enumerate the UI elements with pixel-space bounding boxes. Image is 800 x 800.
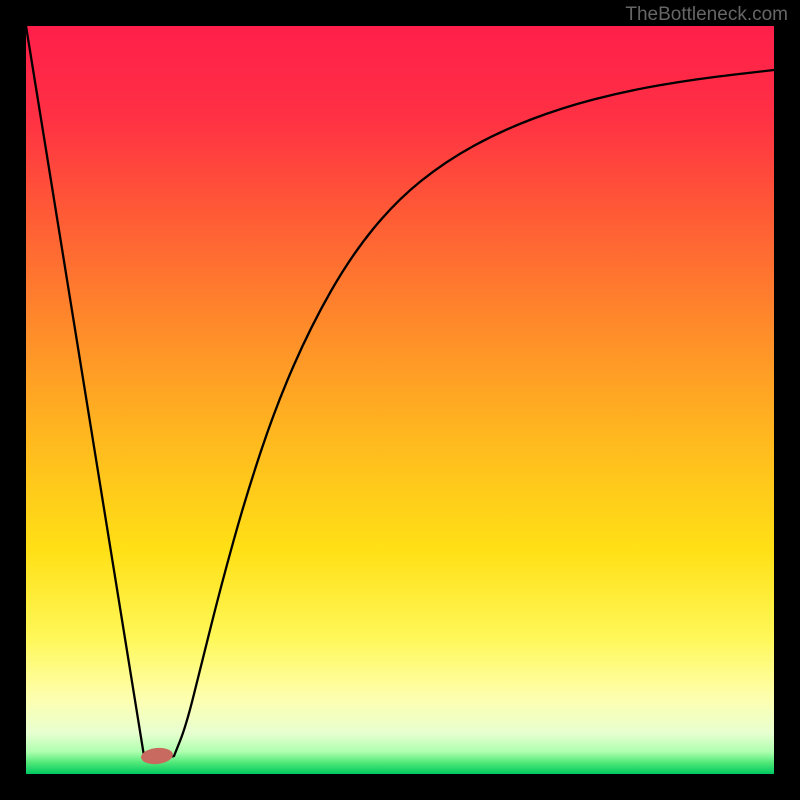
bottleneck-curve [26, 26, 774, 774]
plot-area [26, 26, 774, 774]
attribution-text: TheBottleneck.com [625, 4, 788, 26]
marker-dot [140, 746, 173, 765]
